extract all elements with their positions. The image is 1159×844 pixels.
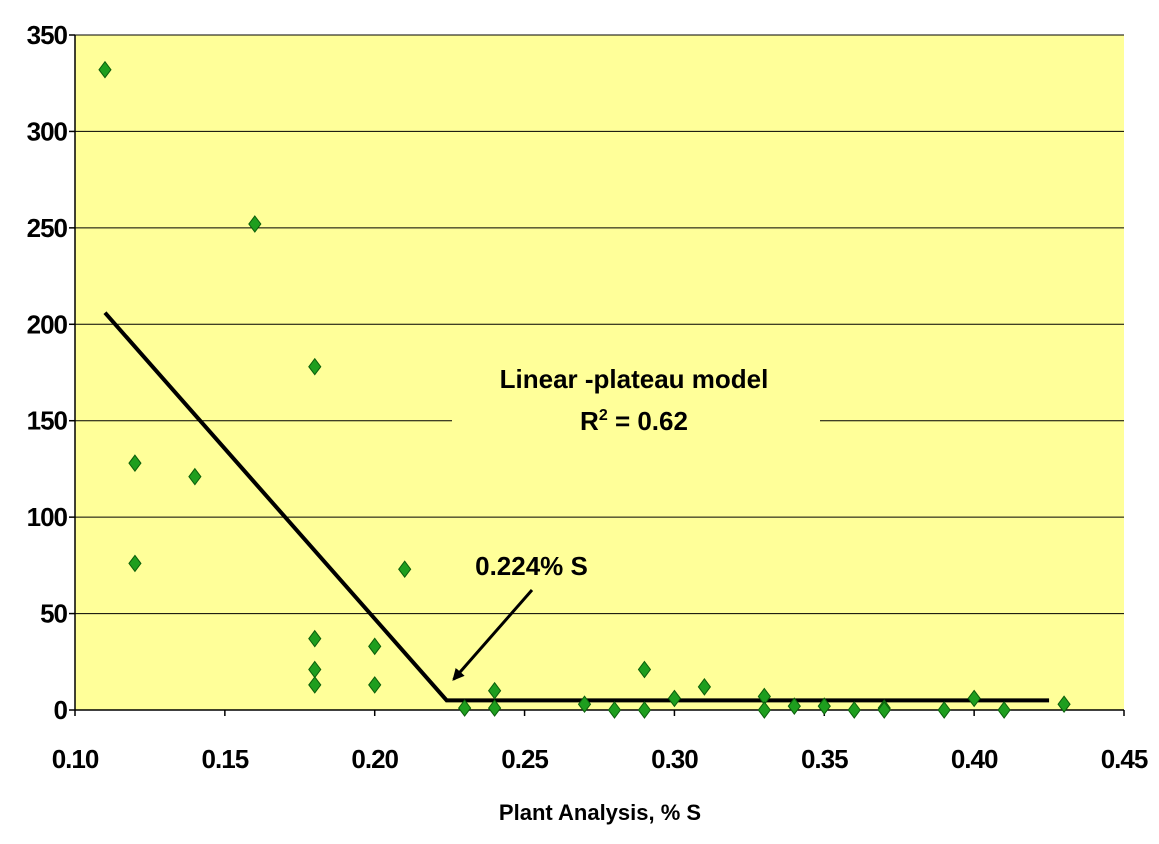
y-tick-label: 150 <box>27 406 68 436</box>
data-point <box>98 60 112 79</box>
model-r2-label: R2 = 0.62 <box>580 406 688 436</box>
data-point <box>368 637 382 656</box>
linear-plateau-line <box>103 311 1050 703</box>
data-points <box>98 60 1071 719</box>
data-point <box>308 357 322 376</box>
annotations: Linear -plateau model R2 = 0.62 0.224% S <box>452 364 769 681</box>
y-tick-label: 350 <box>27 20 68 50</box>
model-title-label: Linear -plateau model <box>500 364 769 394</box>
data-point <box>877 701 891 719</box>
breakpoint-label: 0.224% S <box>475 551 588 581</box>
data-point <box>1057 695 1071 714</box>
axes: 0 50 100 150 200 250 300 350 0.10 0.15 0.20 0.25 0.3… <box>27 20 1149 774</box>
data-point <box>637 660 652 679</box>
data-point <box>188 467 202 486</box>
data-point <box>368 676 382 694</box>
x-tick-label: 0.15 <box>202 744 249 774</box>
data-point <box>607 701 622 719</box>
data-point <box>637 701 652 719</box>
data-point <box>697 678 712 696</box>
data-point <box>398 560 412 579</box>
x-tick-label: 0.20 <box>351 744 398 774</box>
x-axis-title: Plant Analysis, % S <box>499 800 701 825</box>
model-line-layer <box>103 311 1050 703</box>
y-tick-label: 250 <box>27 213 68 243</box>
breakpoint-arrow <box>452 589 534 681</box>
x-tick-label: 0.40 <box>951 744 998 774</box>
data-point <box>487 681 502 700</box>
data-point <box>757 701 771 719</box>
y-tick-label: 300 <box>27 116 68 146</box>
data-point <box>458 699 472 717</box>
y-tick-label: 50 <box>40 599 67 629</box>
data-point <box>997 701 1011 719</box>
r2-base: R <box>580 406 599 436</box>
data-point <box>847 701 861 719</box>
data-point <box>667 689 682 708</box>
data-point <box>937 701 951 719</box>
r2-superscript: 2 <box>599 407 608 424</box>
y-tick-label: 100 <box>27 502 68 532</box>
data-point <box>128 454 142 472</box>
data-point <box>308 676 322 694</box>
y-tick-label: 200 <box>27 309 68 339</box>
data-point <box>787 697 801 715</box>
x-tick-label: 0.35 <box>801 744 848 774</box>
data-point <box>128 554 142 573</box>
data-point <box>577 695 592 714</box>
data-point <box>967 689 981 708</box>
data-point <box>308 629 322 648</box>
data-point <box>817 697 831 715</box>
y-tick-label: 0 <box>54 695 68 725</box>
x-tick-label: 0.10 <box>52 744 99 774</box>
data-point <box>487 699 502 717</box>
r2-value: = 0.62 <box>608 406 688 436</box>
x-tick-label: 0.25 <box>501 744 548 774</box>
x-tick-label: 0.30 <box>651 744 698 774</box>
x-tick-label: 0.45 <box>1101 744 1148 774</box>
annotation-box <box>452 352 820 440</box>
data-point <box>248 215 262 233</box>
